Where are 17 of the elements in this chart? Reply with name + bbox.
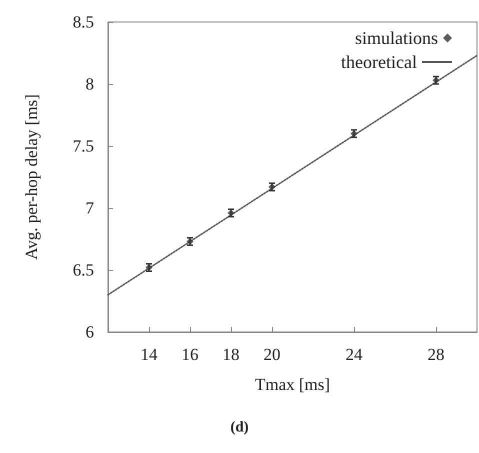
text: (d) — [230, 420, 249, 436]
y-tick-label: 7.5 — [72, 136, 94, 156]
x-tick-label: 18 — [222, 345, 240, 364]
y-tick-label: 8.5 — [72, 12, 94, 32]
y-tick-label: 8 — [86, 74, 94, 94]
x-tick-label: 16 — [182, 345, 198, 364]
y-axis-title: Avg. per-hop delay [ms] — [22, 94, 41, 260]
x-tick-label: 20 — [264, 345, 280, 364]
x-axis-title: Tmax [ms] — [254, 375, 330, 394]
y-tick-label: 6.5 — [72, 260, 94, 280]
y-tick-label: 6 — [86, 322, 94, 342]
y-tick-label: 7 — [86, 198, 94, 218]
x-tick-label: 14 — [140, 345, 158, 364]
x-tick-label: 24 — [346, 345, 363, 364]
legend-label: theoretical — [341, 52, 417, 72]
x-tick-label: 28 — [428, 345, 444, 364]
legend-label: simulations — [354, 28, 438, 48]
